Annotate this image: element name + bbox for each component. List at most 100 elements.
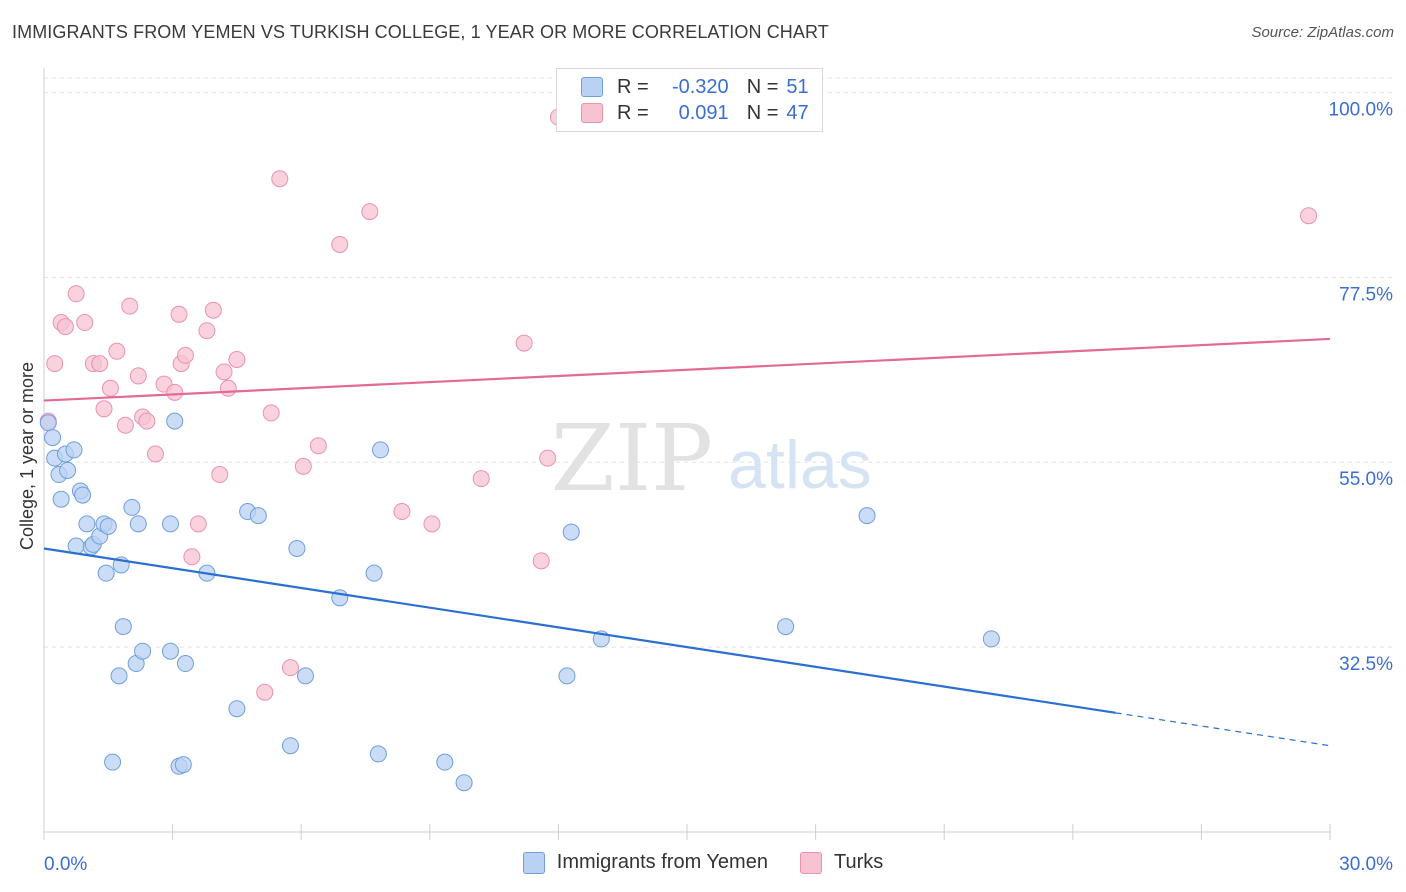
stats-row-turks: R = 0.091 N = 47 bbox=[581, 101, 809, 125]
yemen-point bbox=[65, 441, 83, 459]
legend-label-turks: Turks bbox=[833, 851, 884, 873]
yemen-point bbox=[176, 655, 194, 673]
yemen-point bbox=[74, 486, 92, 504]
yemen-swatch bbox=[581, 77, 603, 97]
yemen-point bbox=[369, 745, 387, 763]
stats-legend: R = -0.320 N = 51 R = 0.091 N = 47 bbox=[556, 68, 823, 132]
turks-point bbox=[532, 552, 550, 570]
watermark: ZIP atlas bbox=[551, 405, 872, 512]
trend-lines bbox=[43, 337, 1331, 747]
turks-point bbox=[121, 297, 139, 315]
yemen-point bbox=[129, 515, 147, 533]
turks-point bbox=[256, 683, 274, 701]
yemen-point bbox=[97, 564, 115, 582]
yemen-point bbox=[281, 737, 299, 755]
legend-item-yemen: Immigrants from Yemen bbox=[522, 851, 768, 874]
y-tick-label: 100.0% bbox=[1329, 99, 1394, 120]
watermark-atlas: atlas bbox=[728, 427, 872, 503]
turks-point bbox=[101, 379, 119, 397]
yemen-point bbox=[78, 515, 96, 533]
turks-point bbox=[198, 322, 216, 340]
turks-point bbox=[176, 346, 194, 364]
trend-line-yemen-extension bbox=[1115, 712, 1331, 747]
legend-item-turks: Turks bbox=[799, 851, 884, 874]
turks-point bbox=[95, 400, 113, 418]
yemen-point bbox=[982, 630, 1000, 648]
axis-layer: 32.5% 55.0% 77.5% 100.0% bbox=[43, 68, 1394, 840]
series-legend: Immigrants from Yemen Turks bbox=[0, 851, 1406, 874]
yemen-point bbox=[288, 540, 306, 557]
yemen-point bbox=[59, 461, 77, 479]
turks-point bbox=[183, 548, 201, 566]
grid-layer bbox=[44, 77, 1395, 648]
yemen-point bbox=[777, 618, 795, 636]
turks-point bbox=[294, 457, 312, 475]
turks-point bbox=[393, 503, 411, 521]
x-tick-label-max: 30.0% bbox=[1339, 854, 1393, 875]
yemen-point bbox=[558, 667, 576, 685]
yemen-point bbox=[39, 414, 57, 432]
yemen-point bbox=[104, 753, 122, 771]
y-tick-label: 77.5% bbox=[1339, 284, 1393, 305]
y-tick-label: 55.0% bbox=[1339, 469, 1393, 490]
yemen-point bbox=[365, 564, 383, 582]
yemen-n-value: 51 bbox=[786, 75, 809, 98]
yemen-point bbox=[562, 523, 580, 541]
y-tick-label: 32.5% bbox=[1339, 654, 1393, 675]
stats-row-yemen: R = -0.320 N = 51 bbox=[581, 75, 809, 99]
yemen-point bbox=[52, 490, 70, 508]
turks-point bbox=[108, 342, 126, 360]
turks-point bbox=[116, 416, 134, 434]
yemen-r-value: -0.320 bbox=[671, 75, 729, 98]
trend-line-turks bbox=[43, 337, 1331, 402]
yemen-point bbox=[858, 507, 876, 525]
turks-point bbox=[170, 305, 188, 323]
turks-point bbox=[138, 412, 156, 430]
turks-point bbox=[1300, 207, 1318, 225]
chart-title: IMMIGRANTS FROM YEMEN VS TURKISH COLLEGE… bbox=[12, 22, 829, 42]
turks-point bbox=[309, 437, 327, 455]
r-label: R = bbox=[617, 75, 649, 98]
turks-r-value: 0.091 bbox=[678, 101, 729, 124]
turks-point bbox=[166, 383, 184, 401]
turks-point bbox=[91, 355, 109, 373]
turks-point bbox=[262, 404, 280, 422]
turks-point bbox=[331, 235, 349, 253]
watermark-zip: ZIP bbox=[551, 405, 713, 512]
yemen-point bbox=[455, 774, 473, 792]
yemen-point bbox=[166, 412, 184, 430]
yemen-point bbox=[134, 642, 152, 660]
turks-point bbox=[423, 515, 441, 533]
turks-point bbox=[46, 355, 64, 373]
turks-point bbox=[189, 515, 207, 533]
yemen-point bbox=[249, 507, 267, 525]
legend-swatch-turks bbox=[799, 851, 822, 874]
yemen-point bbox=[114, 618, 132, 636]
turks-point bbox=[211, 466, 229, 484]
turks-point bbox=[129, 367, 147, 385]
yemen-point bbox=[296, 667, 314, 685]
yemen-point bbox=[436, 753, 454, 771]
yemen-point bbox=[123, 498, 141, 516]
yemen-point bbox=[110, 667, 128, 685]
series-yemen bbox=[39, 412, 1000, 792]
turks-point bbox=[281, 659, 299, 677]
yemen-point bbox=[228, 700, 246, 718]
turks-point bbox=[472, 470, 490, 488]
turks-n-value: 47 bbox=[786, 101, 809, 124]
turks-point bbox=[146, 445, 164, 463]
turks-point bbox=[76, 314, 94, 332]
turks-point bbox=[215, 363, 233, 381]
turks-point bbox=[361, 203, 379, 221]
turks-point bbox=[56, 318, 74, 336]
yemen-point bbox=[174, 756, 192, 774]
turks-point bbox=[228, 351, 246, 368]
turks-point bbox=[515, 334, 533, 352]
source-credit: Source: ZipAtlas.com bbox=[1251, 24, 1394, 41]
turks-point bbox=[204, 301, 222, 319]
turks-point bbox=[539, 449, 557, 467]
turks-point bbox=[67, 285, 85, 303]
x-tick-label-min: 0.0% bbox=[44, 854, 87, 875]
yemen-point bbox=[44, 429, 62, 447]
